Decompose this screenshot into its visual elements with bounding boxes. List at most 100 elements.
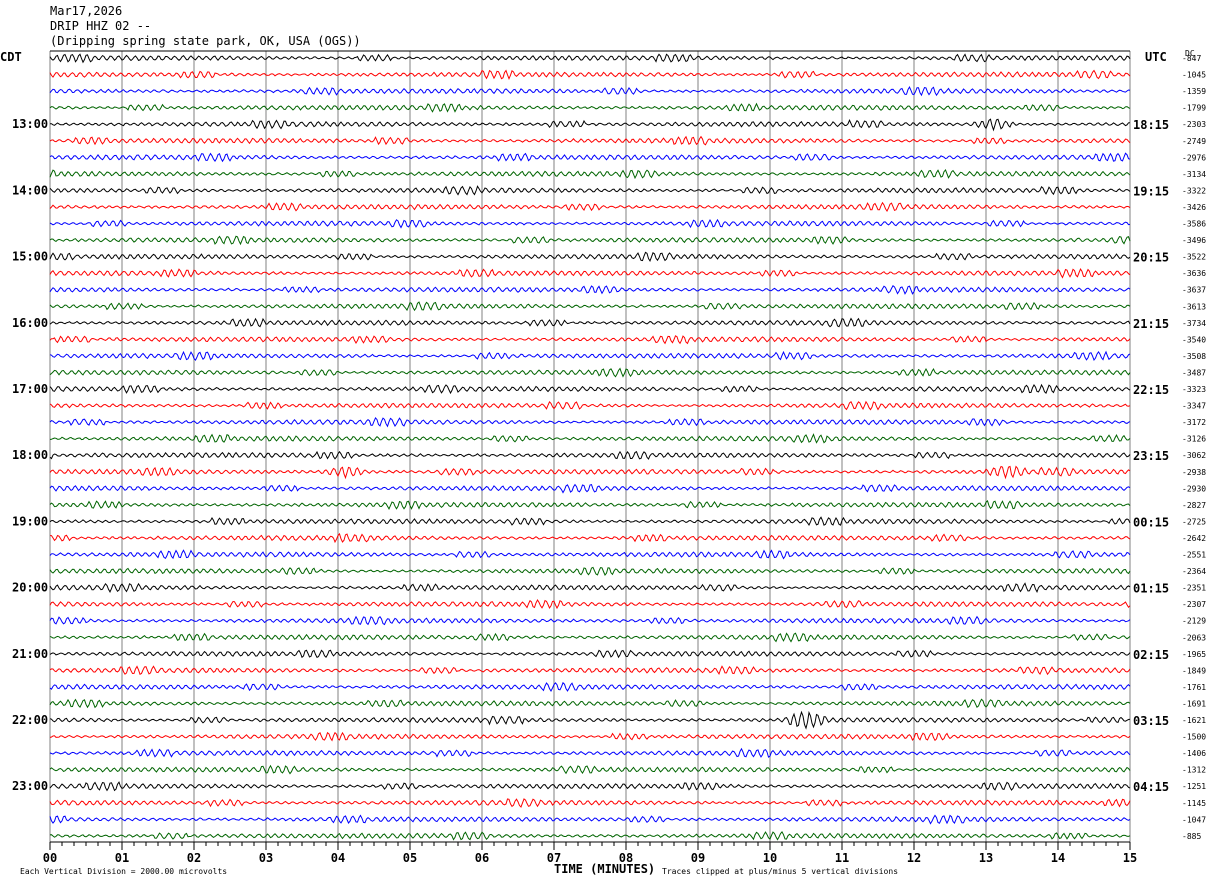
seismic-trace	[49, 731, 1131, 742]
dc-offset-label: -3126	[1182, 435, 1206, 444]
right-hour-label: 23:15	[1133, 449, 1169, 463]
clip-note: Traces clipped at plus/minus 5 vertical …	[662, 867, 899, 876]
right-hour-label: 22:15	[1133, 383, 1169, 397]
seismic-trace	[49, 383, 1131, 395]
x-axis-title: TIME (MINUTES)	[554, 862, 656, 876]
x-tick-label: 12	[907, 851, 921, 865]
dc-offset-label: -2351	[1182, 584, 1206, 593]
dc-offset-label: -2725	[1182, 517, 1206, 526]
seismic-trace	[49, 201, 1131, 212]
seismic-trace	[49, 285, 1131, 295]
dc-offset-label: -3172	[1182, 418, 1206, 427]
seismic-trace	[49, 831, 1131, 841]
dc-offset-label: -1045	[1182, 71, 1206, 80]
traces	[49, 53, 1131, 841]
axis-labels: -847 -1045 -1359 -1799 -2303 -2749 -2976 -3134 -…	[12, 54, 1206, 865]
dc-offset-label: -2063	[1182, 633, 1206, 642]
seismic-trace	[49, 649, 1131, 659]
seismic-trace	[49, 350, 1131, 362]
x-tick-label: 03	[259, 851, 273, 865]
seismic-trace	[49, 135, 1131, 146]
x-tick-label: 05	[403, 851, 417, 865]
dc-offset-label: -2976	[1182, 153, 1206, 162]
seismic-trace	[49, 102, 1131, 113]
dc-offset-label: -3487	[1182, 368, 1206, 377]
left-hour-label: 13:00	[12, 117, 48, 131]
x-tick-label: 06	[475, 851, 489, 865]
left-hour-label: 18:00	[12, 448, 48, 462]
dc-offset-label: -1359	[1182, 87, 1206, 96]
seismic-trace	[49, 86, 1131, 97]
left-hour-label: 23:00	[12, 779, 48, 793]
dc-offset-label: -3134	[1182, 170, 1206, 179]
grid-lines	[49, 50, 1131, 850]
seismic-trace	[49, 185, 1131, 196]
dc-offset-label: -1849	[1182, 666, 1206, 675]
right-hour-label: 01:15	[1133, 582, 1169, 596]
dc-offset-label: -2307	[1182, 600, 1206, 609]
seismic-trace	[49, 598, 1131, 610]
seismic-trace	[49, 798, 1131, 808]
dc-offset-label: -3637	[1182, 286, 1206, 295]
seismic-trace	[49, 53, 1131, 64]
dc-offset-label: -1691	[1182, 699, 1206, 708]
seismic-trace	[49, 814, 1131, 825]
dc-offset-label: -2303	[1182, 120, 1206, 129]
seismic-trace	[49, 615, 1131, 626]
seismic-trace	[49, 251, 1131, 263]
seismic-trace	[49, 235, 1131, 246]
dc-offset-label: -3426	[1182, 203, 1206, 212]
dc-offset-label: -1312	[1182, 766, 1206, 775]
dc-offset-label: -2930	[1182, 484, 1206, 493]
dc-offset-label: -1500	[1182, 733, 1206, 742]
seismic-trace	[49, 169, 1131, 180]
x-tick-label: 09	[691, 851, 705, 865]
x-tick-label: 02	[187, 851, 201, 865]
dc-offset-label: -3586	[1182, 220, 1206, 229]
seismic-trace	[49, 268, 1131, 279]
seismic-trace	[49, 764, 1131, 775]
x-tick-label: 15	[1123, 851, 1137, 865]
right-hour-label: 20:15	[1133, 251, 1169, 265]
seismic-trace	[49, 367, 1131, 378]
x-tick-label: 07	[547, 851, 561, 865]
right-hour-label: 02:15	[1133, 648, 1169, 662]
dc-offset-label: -1761	[1182, 683, 1206, 692]
dc-offset-label: -1621	[1182, 716, 1206, 725]
seismic-trace	[49, 400, 1131, 411]
dc-offset-label: -2938	[1182, 468, 1206, 477]
scale-note: Each Vertical Division = 2000.00 microvo…	[20, 867, 228, 876]
left-hour-label: 16:00	[12, 316, 48, 330]
dc-offset-label: -3613	[1182, 302, 1206, 311]
seismic-trace	[49, 747, 1131, 758]
seismic-trace	[49, 317, 1131, 328]
seismic-trace	[49, 516, 1131, 527]
seismic-trace	[49, 152, 1131, 163]
left-hour-label: 21:00	[12, 647, 48, 661]
seismic-trace	[49, 582, 1131, 593]
seismic-trace	[50, 532, 1131, 544]
dc-offset-label: -3323	[1182, 385, 1206, 394]
seismic-trace	[50, 118, 1131, 132]
seismic-trace	[49, 416, 1131, 428]
dc-offset-label: -2551	[1182, 551, 1206, 560]
x-tick-label: 04	[331, 851, 345, 865]
left-hour-label: 14:00	[12, 183, 48, 197]
x-tick-label: 01	[115, 851, 129, 865]
right-hour-label: 04:15	[1133, 780, 1169, 794]
dc-offset-label: -3540	[1182, 335, 1206, 344]
seismic-trace	[49, 681, 1131, 693]
seismic-trace	[49, 335, 1131, 345]
x-tick-label: 11	[835, 851, 849, 865]
right-hour-label: 21:15	[1133, 317, 1169, 331]
x-tick-label: 10	[763, 851, 777, 865]
seismic-trace	[49, 450, 1131, 460]
dc-offset-label: -2749	[1182, 137, 1206, 146]
header-station: DRIP HHZ 02 --	[50, 19, 152, 33]
dc-offset-label: -1145	[1182, 799, 1206, 808]
dc-offset-label: -885	[1182, 832, 1201, 841]
seismic-trace	[49, 698, 1131, 709]
x-tick-label: 14	[1051, 851, 1065, 865]
dc-offset-label: -3734	[1182, 319, 1206, 328]
seismic-trace	[49, 483, 1131, 494]
